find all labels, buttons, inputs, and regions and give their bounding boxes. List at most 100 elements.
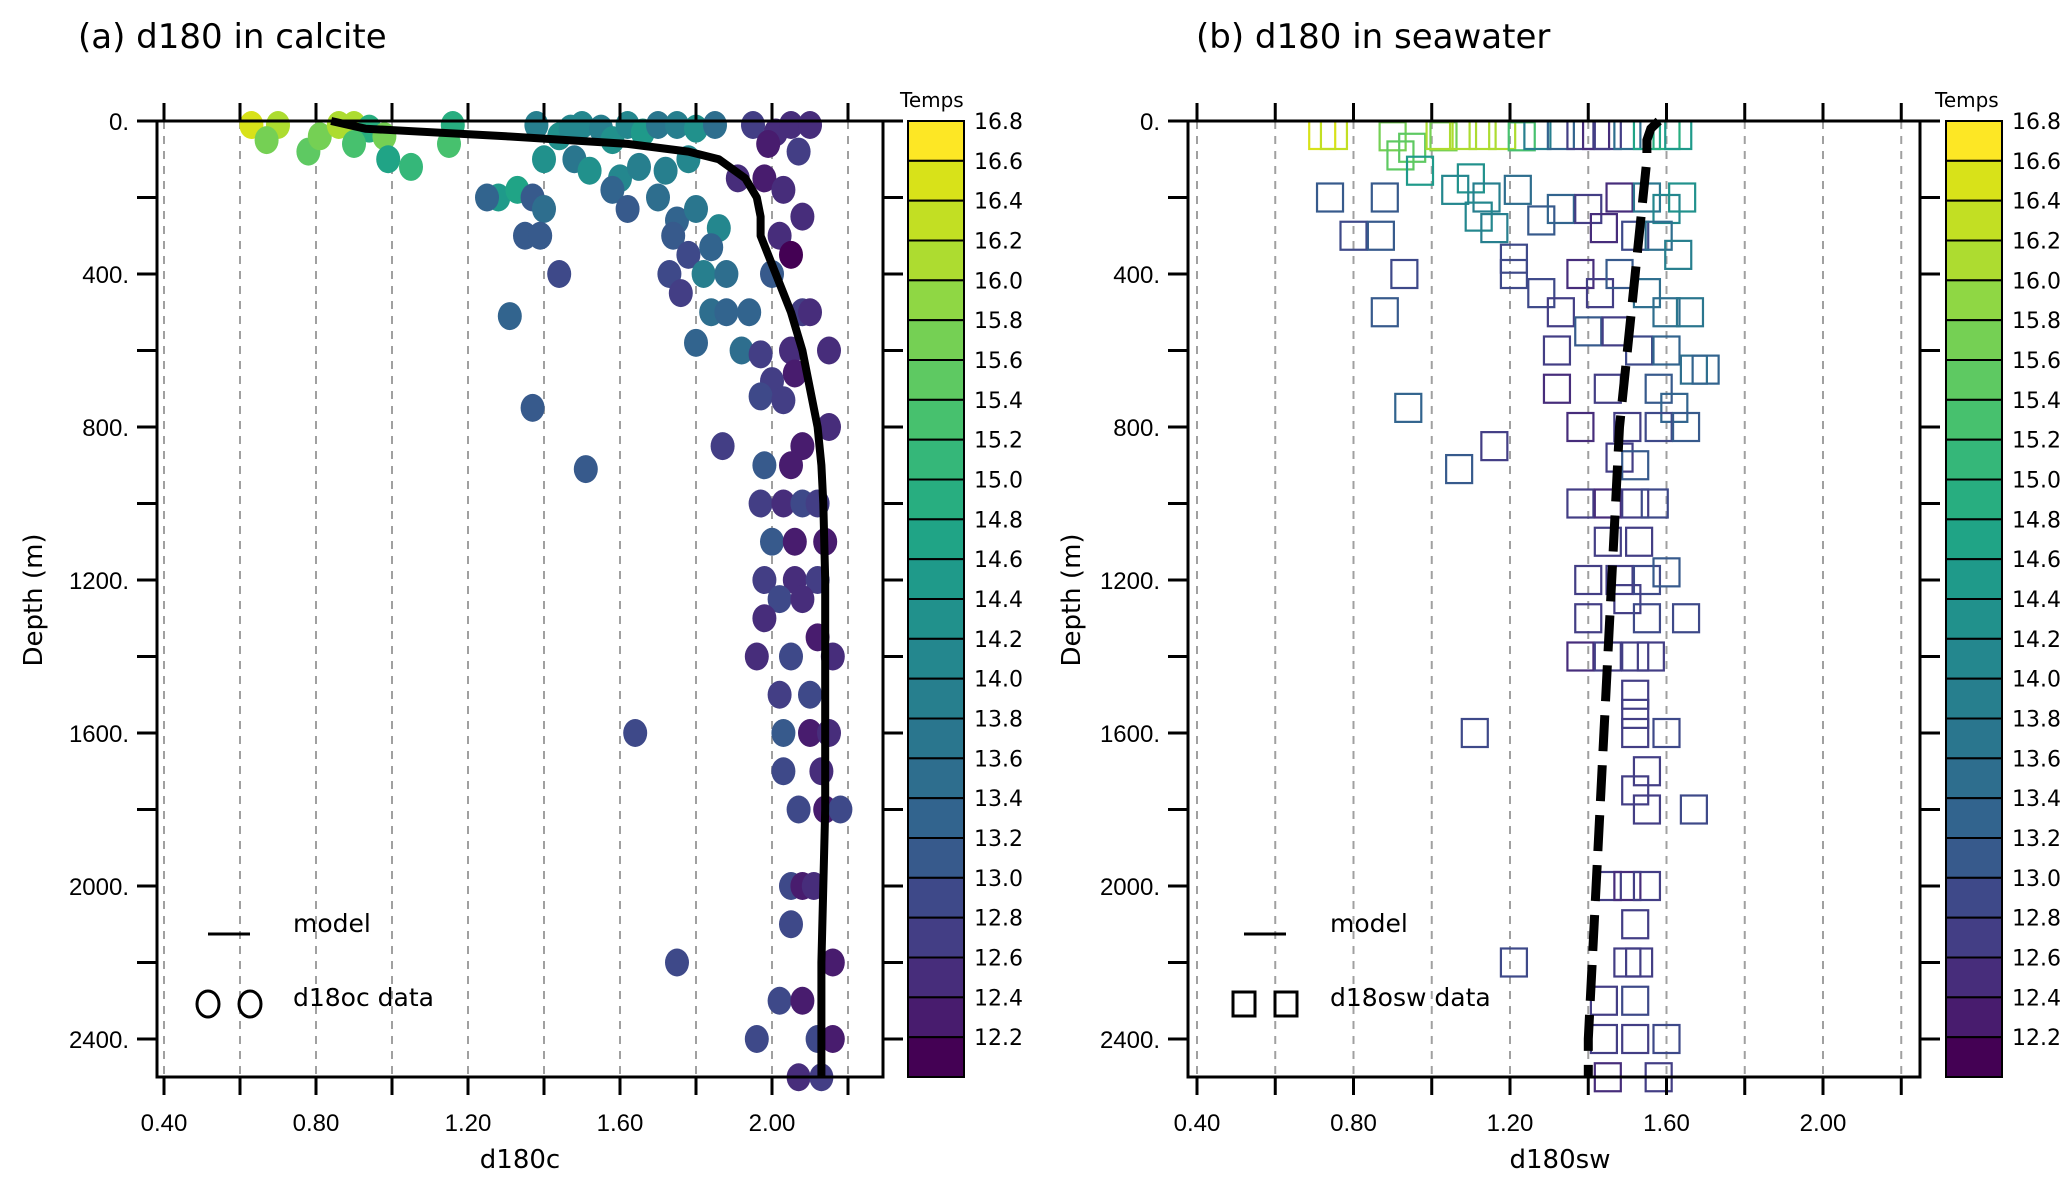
- colorbar-label: 16.6: [2012, 150, 2061, 175]
- colorbar-swatch: [1945, 199, 2003, 242]
- data-point: [646, 183, 670, 212]
- y-tick-label: 2400.: [69, 1027, 129, 1054]
- data-point: [668, 279, 693, 308]
- colorbar-label: 12.8: [974, 907, 1023, 932]
- data-point: [1566, 411, 1595, 443]
- colorbar-label: 15.6: [974, 349, 1023, 374]
- data-point: [779, 642, 803, 671]
- colorbar-label: 15.4: [974, 389, 1023, 414]
- colorbar-label: 16.0: [2012, 269, 2061, 294]
- panel-b-x-axis-label: d180sw: [1510, 1145, 1611, 1175]
- data-point: [1640, 488, 1669, 519]
- colorbar-label: 15.0: [974, 469, 1023, 494]
- panel-a-colorbar: Temps 16.8 16.6 16.4 16.2 16.0 15.8 15.6 15.4 15…: [899, 88, 1023, 1078]
- data-point: [1632, 756, 1662, 787]
- data-point: [771, 719, 796, 747]
- colorbar-swatch: [907, 398, 965, 441]
- data-point: [744, 642, 769, 671]
- data-point: [1613, 584, 1642, 615]
- colorbar-label: 15.0: [2012, 469, 2061, 494]
- data-point: [1621, 1023, 1650, 1055]
- colorbar-swatch: [1945, 1036, 2003, 1078]
- colorbar-label: 16.2: [974, 230, 1023, 255]
- data-point: [771, 489, 796, 518]
- data-point: [627, 152, 651, 181]
- data-point: [1499, 243, 1529, 274]
- data-point: [1589, 1023, 1619, 1055]
- data-point: [1574, 564, 1603, 596]
- data-point: [665, 111, 689, 139]
- x-tick-label: 1.20: [1487, 1110, 1534, 1137]
- data-point: [1664, 119, 1693, 151]
- data-point: [524, 111, 549, 139]
- data-point: [1319, 119, 1349, 151]
- panel-a-calcite: (a) d180 in calcite Depth (m) d180c 0.40…: [19, 17, 1023, 1175]
- colorbar-swatch: [1945, 757, 2003, 800]
- colorbar-label: 12.4: [974, 986, 1023, 1011]
- data-point: [756, 129, 781, 158]
- colorbar-swatch: [907, 518, 965, 561]
- data-point: [790, 585, 815, 614]
- data-point: [771, 386, 796, 415]
- data-point: [1679, 794, 1708, 825]
- colorbar-label: 14.4: [974, 588, 1023, 613]
- data-point: [376, 145, 401, 174]
- panel-b-ticks: 0.40 0.80 1.20 1.60 2.00 0. 400. 800. 1200. 1600.…: [1100, 103, 1940, 1137]
- data-point: [737, 298, 762, 327]
- panel-b-title: (b) d180 in seawater: [1196, 17, 1550, 57]
- data-point: [1523, 119, 1552, 151]
- data-point: [1652, 193, 1681, 225]
- data-point: [1546, 297, 1575, 328]
- colorbar-label: 13.2: [2012, 827, 2061, 852]
- data-point: [1546, 119, 1575, 151]
- data-point: [767, 986, 792, 1015]
- data-point: [1499, 947, 1529, 978]
- data-point: [399, 152, 423, 181]
- data-point: [1574, 193, 1603, 225]
- data-point: [1566, 119, 1595, 151]
- y-tick-label: 2000.: [1100, 874, 1160, 901]
- colorbar-label: 13.2: [974, 827, 1023, 852]
- panel-b-frame: [1186, 119, 1922, 1079]
- colorbar-label: 14.0: [2012, 668, 2061, 693]
- data-point: [600, 175, 625, 204]
- data-point: [741, 111, 765, 139]
- legend-data-label: d18osw data: [1330, 983, 1491, 1012]
- data-point: [573, 455, 598, 484]
- colorbar-label: 13.6: [974, 747, 1023, 772]
- data-point: [1621, 679, 1650, 710]
- data-point: [779, 451, 803, 480]
- colorbar-title: Temps: [1934, 88, 1999, 112]
- y-tick-label: 800.: [82, 415, 129, 442]
- y-tick-label: 0.: [109, 109, 129, 136]
- data-point: [342, 129, 366, 158]
- colorbar-label: 14.2: [2012, 628, 2061, 653]
- data-point: [790, 986, 815, 1015]
- data-point: [1652, 297, 1681, 328]
- data-point: [1621, 641, 1650, 672]
- data-point: [786, 137, 811, 166]
- y-tick-label: 1600.: [1100, 721, 1160, 748]
- data-point: [1605, 182, 1634, 213]
- panel-b-model-line: [1583, 117, 1662, 1078]
- colorbar-swatch: [907, 478, 965, 521]
- data-point: [1472, 182, 1501, 213]
- data-point: [1679, 354, 1708, 385]
- colorbar-swatch: [907, 159, 965, 202]
- colorbar-swatch: [907, 558, 965, 601]
- data-point: [1613, 947, 1642, 978]
- data-point: [1605, 258, 1634, 290]
- data-point: [1621, 775, 1650, 806]
- data-point: [1574, 316, 1603, 347]
- data-point: [1660, 392, 1689, 423]
- data-point: [653, 156, 678, 185]
- data-point: [1632, 564, 1662, 596]
- data-point: [475, 183, 499, 212]
- colorbar-label: 15.2: [2012, 429, 2061, 454]
- data-point: [1308, 119, 1337, 151]
- colorbar-label: 14.2: [974, 628, 1023, 653]
- colorbar-label: 16.2: [2012, 230, 2061, 255]
- panel-a-legend: model d18oc data: [195, 909, 434, 1019]
- colorbar-swatch: [907, 837, 965, 879]
